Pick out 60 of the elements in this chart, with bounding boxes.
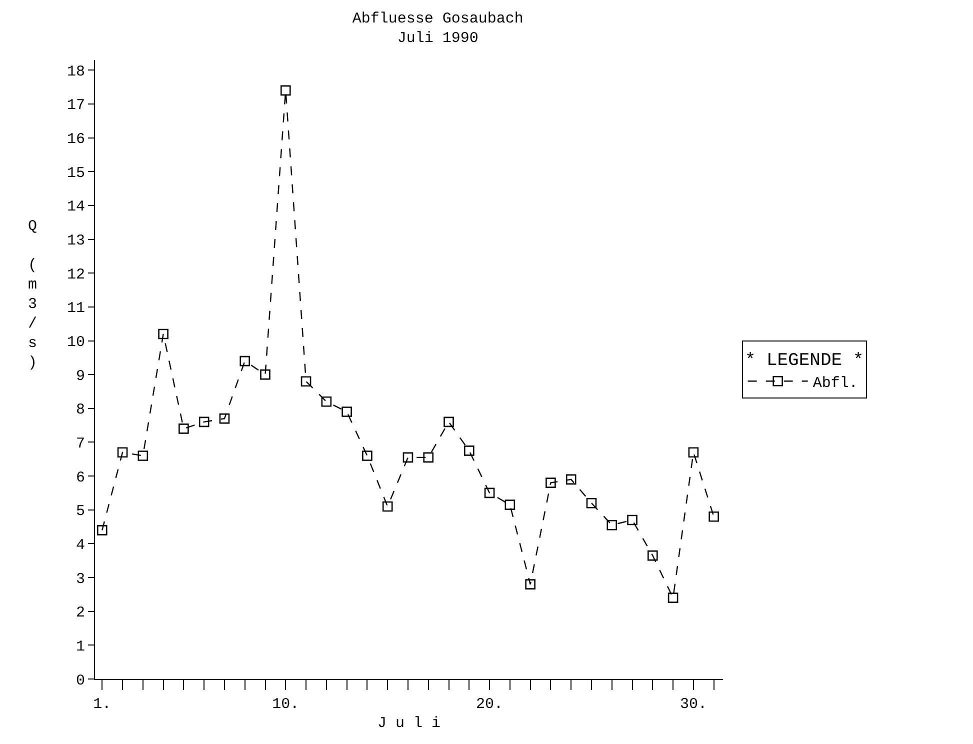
- point: [342, 406, 352, 417]
- point: [464, 446, 474, 456]
- y-tick-label: 13: [66, 232, 85, 250]
- chart-subtitle: Juli 1990: [397, 30, 478, 47]
- x-tick-label: 30.: [680, 696, 707, 713]
- point: [300, 376, 312, 386]
- point: [158, 328, 168, 340]
- point: [648, 550, 658, 561]
- y-tick-label: 5: [76, 503, 85, 520]
- point: [178, 424, 189, 434]
- y-tick-label: 12: [66, 266, 85, 284]
- x-axis-title: J u l i: [377, 715, 441, 732]
- y-tick-label: 3: [76, 570, 85, 588]
- x-tick-label: 10.: [272, 696, 300, 713]
- point: [484, 488, 495, 498]
- point: [708, 511, 719, 522]
- y-tick-label: 11: [66, 300, 85, 318]
- point: [240, 356, 250, 366]
- point: [219, 413, 230, 424]
- point: [586, 498, 597, 508]
- y-tick-label: 14: [66, 198, 85, 216]
- y-tick-label: 18: [66, 63, 85, 80]
- y-tick-label: 1: [76, 638, 85, 656]
- y-tick-label: 0: [76, 672, 85, 690]
- point: [668, 592, 678, 603]
- chart-title: Abfluesse Gosaubach: [352, 10, 524, 28]
- point: [606, 520, 618, 530]
- y-tick-label: 10: [66, 334, 85, 351]
- y-tick-label: 6: [76, 469, 85, 486]
- y-tick-label: 16: [66, 131, 85, 148]
- text: Q (m3/s): [28, 218, 38, 372]
- point: [382, 501, 393, 512]
- point: [627, 514, 638, 526]
- point: [96, 525, 108, 536]
- point: [260, 369, 270, 380]
- point: [423, 452, 434, 463]
- point: [504, 500, 516, 510]
- point: [198, 416, 210, 428]
- y-tick-label: 8: [76, 402, 85, 419]
- point: [117, 447, 128, 458]
- y-tick-label: 9: [76, 368, 85, 385]
- legend-label: Abfl.: [812, 375, 858, 392]
- point: [362, 450, 372, 461]
- point: [688, 447, 699, 458]
- y-tick-label: 2: [76, 604, 85, 622]
- point: [566, 474, 576, 485]
- x-tick-label: 1.: [93, 696, 112, 713]
- point: [138, 450, 148, 461]
- y-tick-label: 4: [76, 536, 85, 554]
- point: [444, 416, 454, 428]
- point: [280, 85, 291, 96]
- x-tick-label: 20.: [476, 696, 504, 713]
- point: [546, 478, 556, 488]
- point: [402, 452, 414, 463]
- point: [321, 396, 332, 407]
- legend-title: * LEGENDE *: [744, 350, 864, 371]
- y-tick-label: 15: [66, 164, 85, 182]
- point: [525, 579, 536, 590]
- y-tick-label: 17: [66, 97, 85, 114]
- y-tick-label: 7: [76, 435, 85, 452]
